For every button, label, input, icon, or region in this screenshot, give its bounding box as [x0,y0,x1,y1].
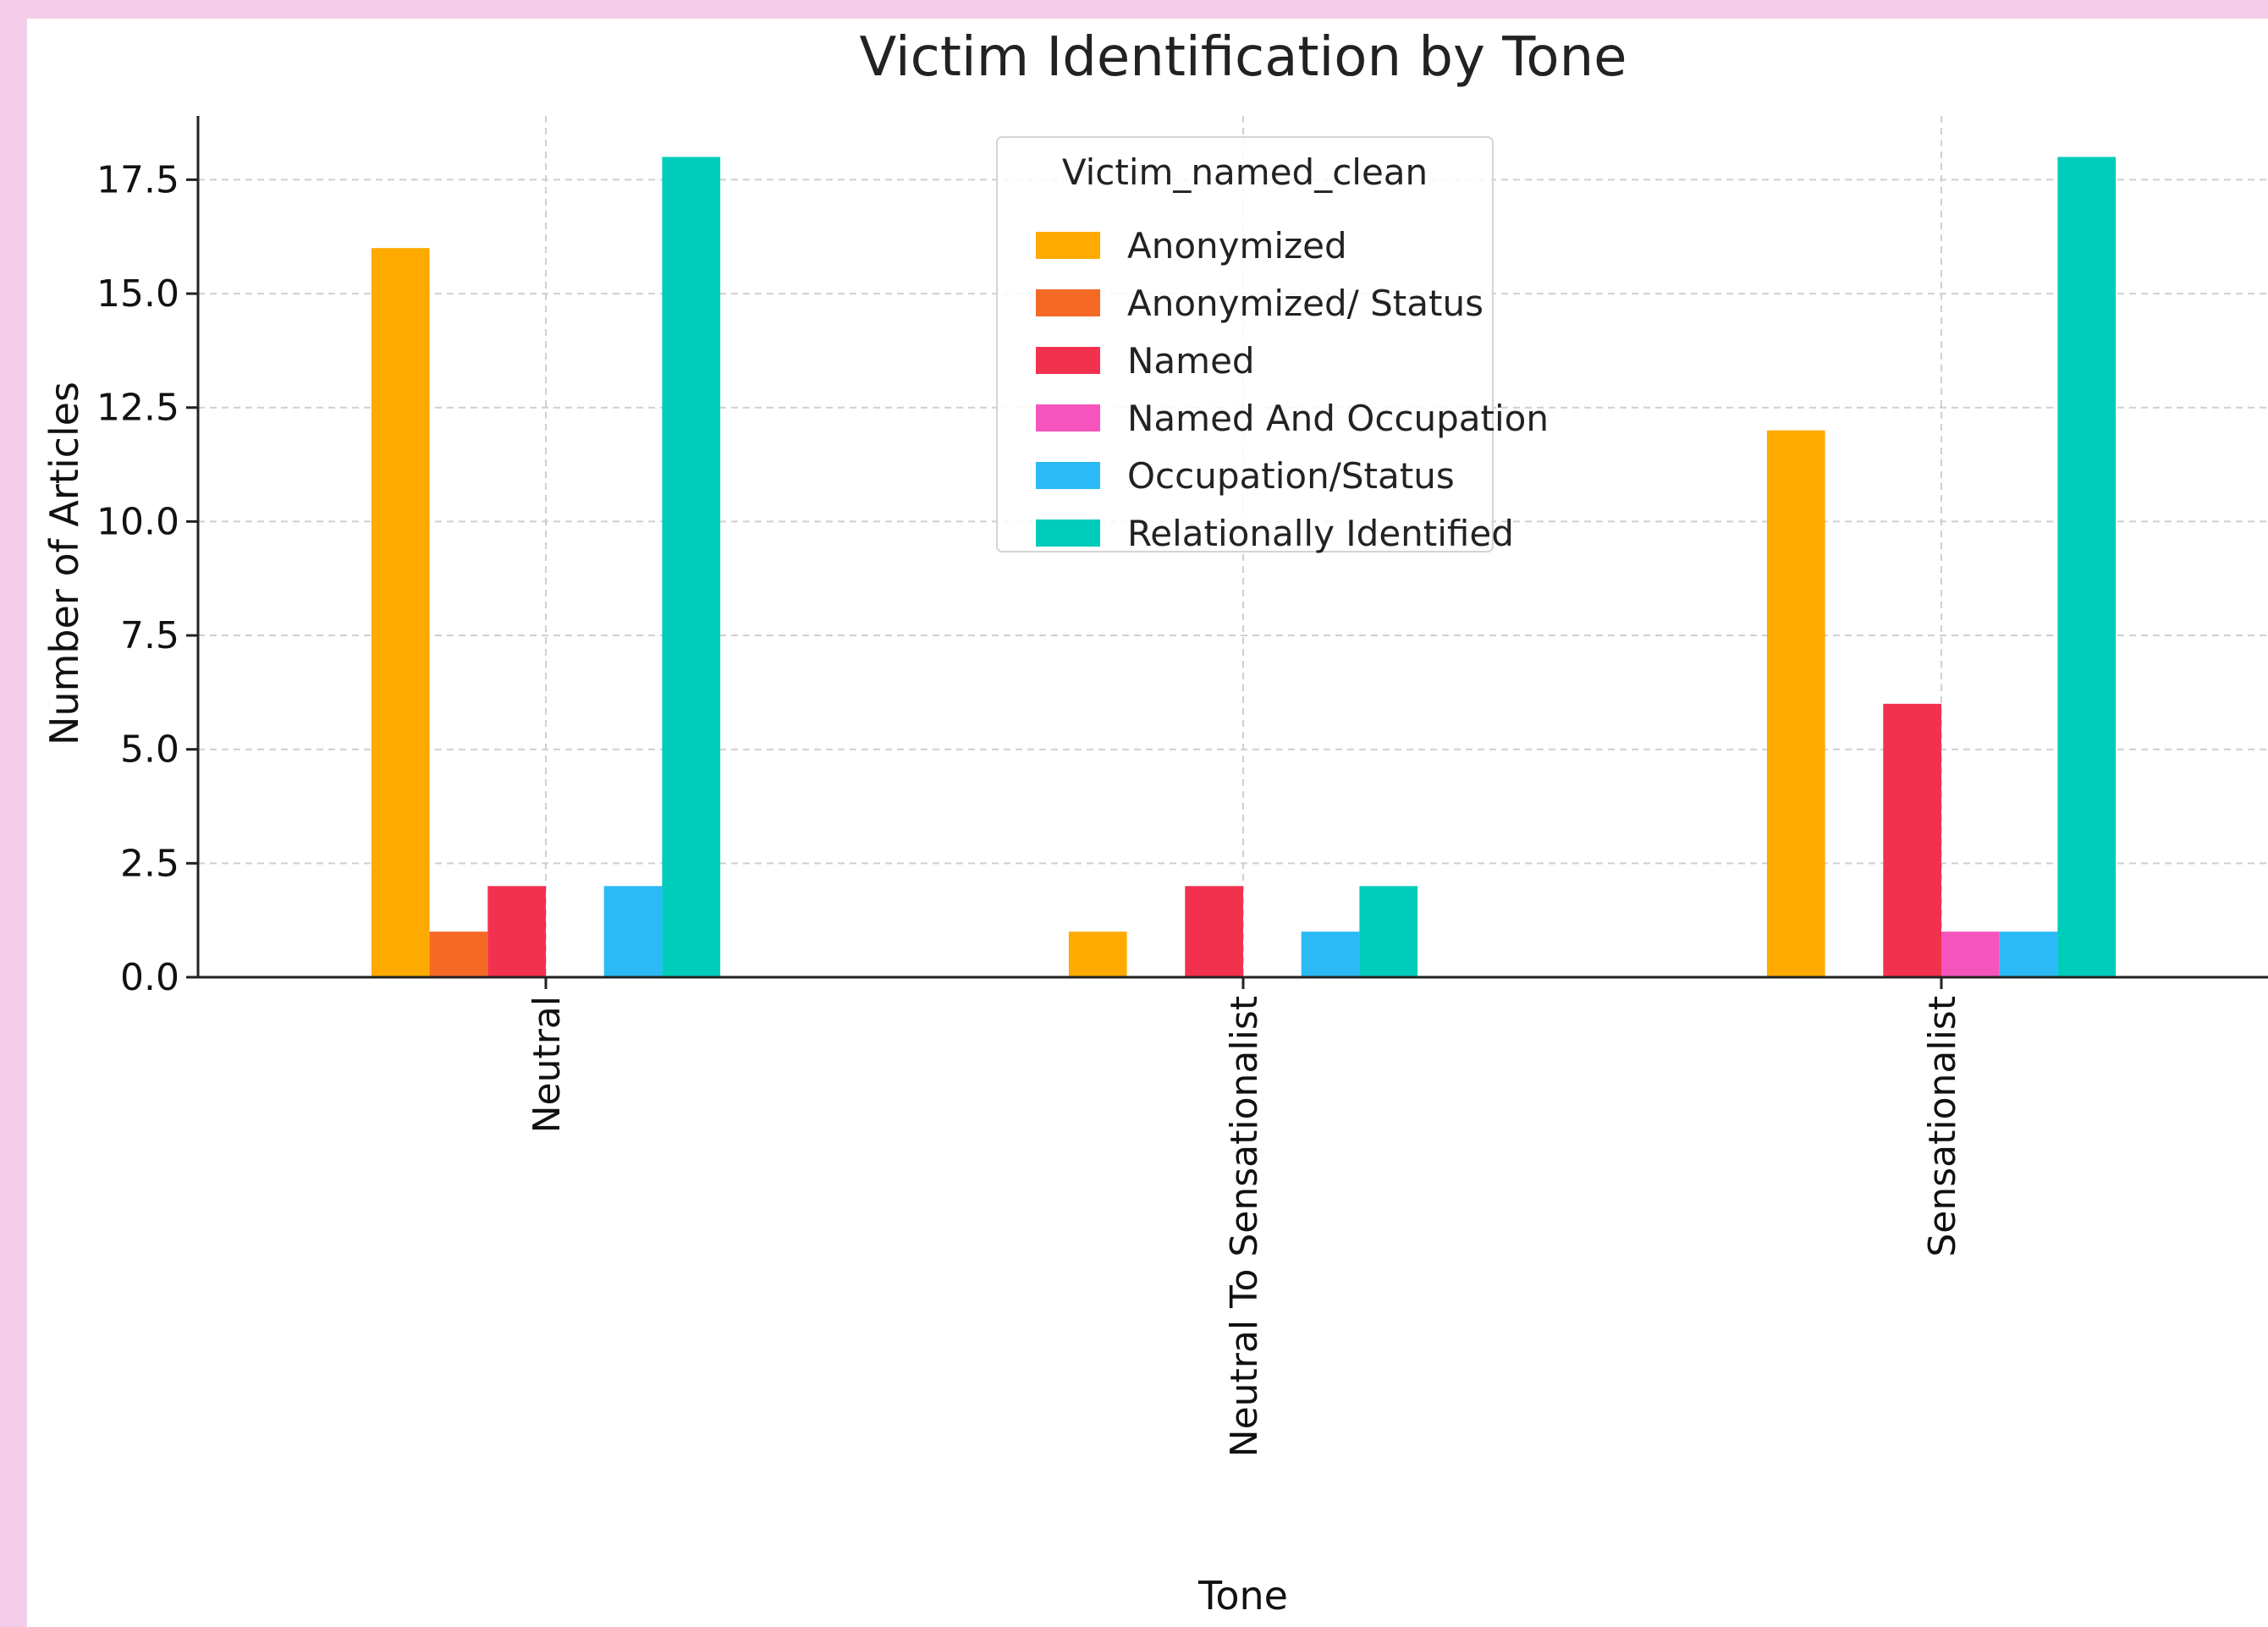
legend-swatch [1036,404,1100,431]
bar [1941,932,2000,977]
bar [1068,932,1127,977]
y-tick-label: 17.5 [96,158,179,201]
legend-items: Anonymized Anonymized/ Status Named Named A… [1036,225,1549,554]
legend: Victim_named_clean Anonymized Anonymized/… [996,136,1549,554]
legend-entry: Named [1127,340,1255,382]
y-tick-label: 15.0 [96,272,179,316]
legend-swatch [1036,232,1100,259]
x-ticks: Neutral Neutral To Sensationalist Sensatio… [526,977,1964,1457]
bar [1359,886,1418,977]
bar [2057,157,2117,977]
legend-entry: Occupation/Status [1127,455,1455,497]
bar [487,886,546,977]
legend-swatch [1036,519,1100,547]
x-tick-label: Sensationalist [1921,996,1964,1257]
x-tick-label: Neutral [526,996,569,1133]
y-ticks: 0.0 2.5 5.0 7.5 10.0 12.5 15.0 17.5 [96,158,198,999]
bar [1999,932,2058,977]
bars [371,157,2117,978]
legend-entry: Relationally Identified [1127,513,1514,554]
bar [1883,703,1941,977]
y-tick-label: 7.5 [120,614,179,657]
y-tick-label: 2.5 [120,842,179,885]
chart-frame: 0.0 2.5 5.0 7.5 10.0 12.5 15.0 17.5 Neutral Neut… [27,19,2268,1627]
bar [1185,886,1243,977]
bar-chart: 0.02.55.07.510.012.515.017.5 Neutral Neut… [41,26,2268,1619]
legend-swatch [1036,462,1100,489]
axes [196,116,2268,979]
x-axis-label: Tone [1197,1573,1288,1619]
bar [603,886,663,977]
legend-title: Victim_named_clean [1062,151,1428,193]
legend-entry: Anonymized/ Status [1127,283,1484,324]
bar [1766,430,1825,978]
y-tick-label: 0.0 [120,956,179,999]
bar [371,248,430,977]
chart-title: Victim Identification by Tone [859,26,1627,89]
y-tick-label: 5.0 [120,728,179,772]
legend-swatch [1036,289,1100,316]
y-tick-label: 10.0 [96,500,179,543]
bar [429,932,488,977]
y-tick-label: 12.5 [96,387,179,430]
y-axis-label: Number of Articles [41,382,87,745]
bar [1301,932,1360,977]
legend-entry: Named And Occupation [1127,398,1549,439]
legend-swatch [1036,347,1100,374]
x-tick-label: Neutral To Sensationalist [1223,996,1266,1457]
legend-entry: Anonymized [1127,225,1347,267]
legend-box [996,136,1494,552]
bar [662,157,721,977]
